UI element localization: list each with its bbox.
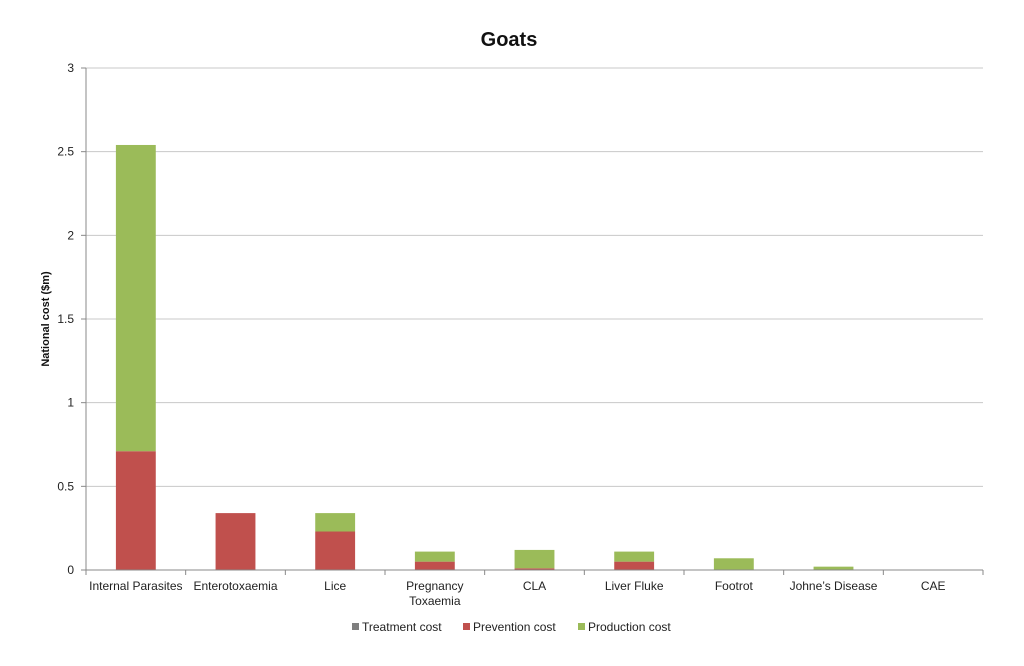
y-tick-label: 2: [67, 228, 74, 242]
bar-segment: [315, 513, 356, 532]
legend-swatch: [578, 623, 585, 630]
x-tick-label: Enterotoxaemia: [193, 579, 277, 593]
y-tick-label: 0: [67, 563, 74, 577]
bar-segment: [614, 551, 655, 562]
y-tick-label: 1: [67, 396, 74, 410]
x-tick-label: Pregnancy Toxaemia: [406, 579, 463, 608]
bar-segment: [414, 561, 455, 570]
x-tick-label: Johne’s Disease: [790, 579, 878, 593]
legend-swatch: [463, 623, 470, 630]
x-tick-label: Liver Fluke: [605, 579, 664, 593]
bar-segment: [414, 551, 455, 562]
x-axis-labels: Internal Parasites Enterotoxaemia Lice Preg…: [89, 579, 945, 608]
bar-segment: [713, 558, 754, 570]
gridlines: [86, 67, 983, 487]
chart-title: Goats: [481, 29, 538, 51]
legend-label: Treatment cost: [362, 620, 442, 634]
x-tick-label: CLA: [523, 579, 546, 593]
x-tick-label: Internal Parasites: [89, 579, 182, 593]
bar-segment: [315, 531, 356, 570]
legend-label: Prevention cost: [473, 620, 556, 634]
y-tick-label: 2.5: [57, 145, 74, 159]
y-tick-label: 3: [67, 61, 74, 75]
legend-label: Production cost: [588, 620, 671, 634]
bar-segment: [115, 144, 156, 452]
bars: [115, 144, 854, 570]
x-tick-label: Lice: [324, 579, 346, 593]
legend: Treatment cost Prevention cost Production …: [352, 620, 671, 634]
x-tick-label: CAE: [921, 579, 946, 593]
y-axis-label: National cost ($m): [40, 271, 52, 367]
y-axis-ticks: 0 0.5 1 1.5 2 2.5 3: [57, 61, 86, 577]
bar-segment: [614, 561, 655, 570]
axes: [85, 68, 984, 575]
bar-segment: [813, 566, 854, 570]
bar-segment: [514, 549, 555, 569]
y-tick-label: 1.5: [57, 312, 74, 326]
bar-segment: [115, 451, 156, 570]
legend-swatch: [352, 623, 359, 630]
x-tick-label: Footrot: [715, 579, 754, 593]
bar-segment: [514, 568, 555, 570]
y-tick-label: 0.5: [57, 479, 74, 493]
bar-segment: [215, 513, 256, 570]
